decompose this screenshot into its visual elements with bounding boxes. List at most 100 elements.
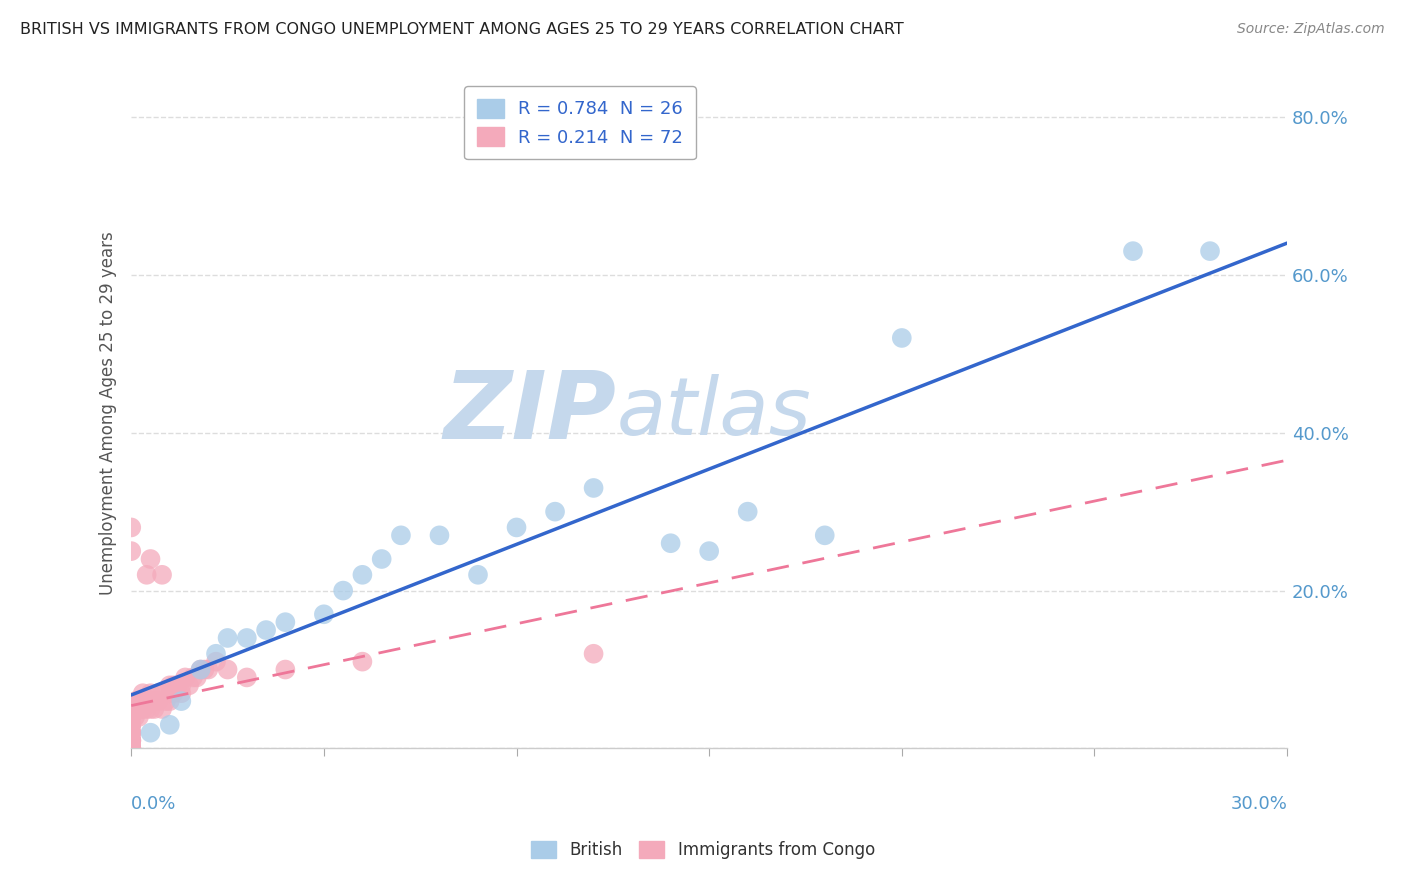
Point <box>254 623 277 637</box>
Point <box>737 505 759 519</box>
Point <box>148 686 170 700</box>
Point <box>135 567 157 582</box>
Point <box>170 678 193 692</box>
Point <box>505 520 527 534</box>
Point <box>120 741 142 756</box>
Point <box>120 733 142 747</box>
Point <box>170 694 193 708</box>
Text: Source: ZipAtlas.com: Source: ZipAtlas.com <box>1237 22 1385 37</box>
Point <box>1122 244 1144 259</box>
Point <box>190 663 212 677</box>
Point <box>814 528 837 542</box>
Point <box>124 710 146 724</box>
Point <box>132 702 155 716</box>
Point <box>148 694 170 708</box>
Point <box>120 725 142 739</box>
Point <box>544 505 567 519</box>
Point <box>389 528 412 542</box>
Point <box>890 331 912 345</box>
Point <box>120 733 142 747</box>
Point <box>139 552 162 566</box>
Point <box>139 694 162 708</box>
Point <box>120 741 142 756</box>
Point <box>120 741 142 756</box>
Point <box>120 710 142 724</box>
Point <box>120 741 142 756</box>
Point <box>1199 244 1222 259</box>
Point <box>143 694 166 708</box>
Point <box>217 663 239 677</box>
Point <box>659 536 682 550</box>
Point <box>697 544 720 558</box>
Point <box>352 655 374 669</box>
Point <box>159 718 181 732</box>
Point <box>120 741 142 756</box>
Point <box>135 694 157 708</box>
Point <box>120 710 142 724</box>
Point <box>139 694 162 708</box>
Point <box>128 694 150 708</box>
Point <box>177 678 200 692</box>
Point <box>217 631 239 645</box>
Point <box>582 647 605 661</box>
Point <box>132 694 155 708</box>
Point <box>193 663 215 677</box>
Point <box>120 702 142 716</box>
Point <box>181 670 204 684</box>
Point <box>135 702 157 716</box>
Point <box>352 567 374 582</box>
Point <box>467 567 489 582</box>
Point <box>120 544 142 558</box>
Point <box>120 710 142 724</box>
Point <box>197 663 219 677</box>
Point <box>166 678 188 692</box>
Point <box>124 702 146 716</box>
Point <box>582 481 605 495</box>
Point <box>120 741 142 756</box>
Point <box>120 718 142 732</box>
Point <box>120 733 142 747</box>
Point <box>159 678 181 692</box>
Point <box>150 702 173 716</box>
Point <box>274 663 297 677</box>
Point <box>120 718 142 732</box>
Point <box>429 528 451 542</box>
Point <box>139 686 162 700</box>
Point <box>162 686 184 700</box>
Point <box>120 741 142 756</box>
Point <box>120 741 142 756</box>
Text: ZIP: ZIP <box>444 367 617 459</box>
Point <box>150 567 173 582</box>
Point <box>236 631 259 645</box>
Point <box>120 725 142 739</box>
Point <box>190 663 212 677</box>
Point <box>155 694 177 708</box>
Point <box>120 733 142 747</box>
Point <box>120 741 142 756</box>
Point <box>120 733 142 747</box>
Point <box>128 694 150 708</box>
Point <box>170 686 193 700</box>
Text: 0.0%: 0.0% <box>131 796 177 814</box>
Point <box>128 702 150 716</box>
Point <box>120 741 142 756</box>
Point <box>128 710 150 724</box>
Point <box>312 607 335 622</box>
Point <box>120 718 142 732</box>
Point <box>120 725 142 739</box>
Point <box>120 725 142 739</box>
Point <box>120 520 142 534</box>
Legend: British, Immigrants from Congo: British, Immigrants from Congo <box>524 834 882 866</box>
Point <box>174 670 197 684</box>
Point <box>139 725 162 739</box>
Point <box>150 686 173 700</box>
Text: 30.0%: 30.0% <box>1230 796 1286 814</box>
Point <box>274 615 297 629</box>
Point <box>120 741 142 756</box>
Point <box>124 702 146 716</box>
Y-axis label: Unemployment Among Ages 25 to 29 years: Unemployment Among Ages 25 to 29 years <box>100 231 117 595</box>
Point <box>159 686 181 700</box>
Point <box>205 655 228 669</box>
Point <box>186 670 208 684</box>
Text: atlas: atlas <box>617 374 811 452</box>
